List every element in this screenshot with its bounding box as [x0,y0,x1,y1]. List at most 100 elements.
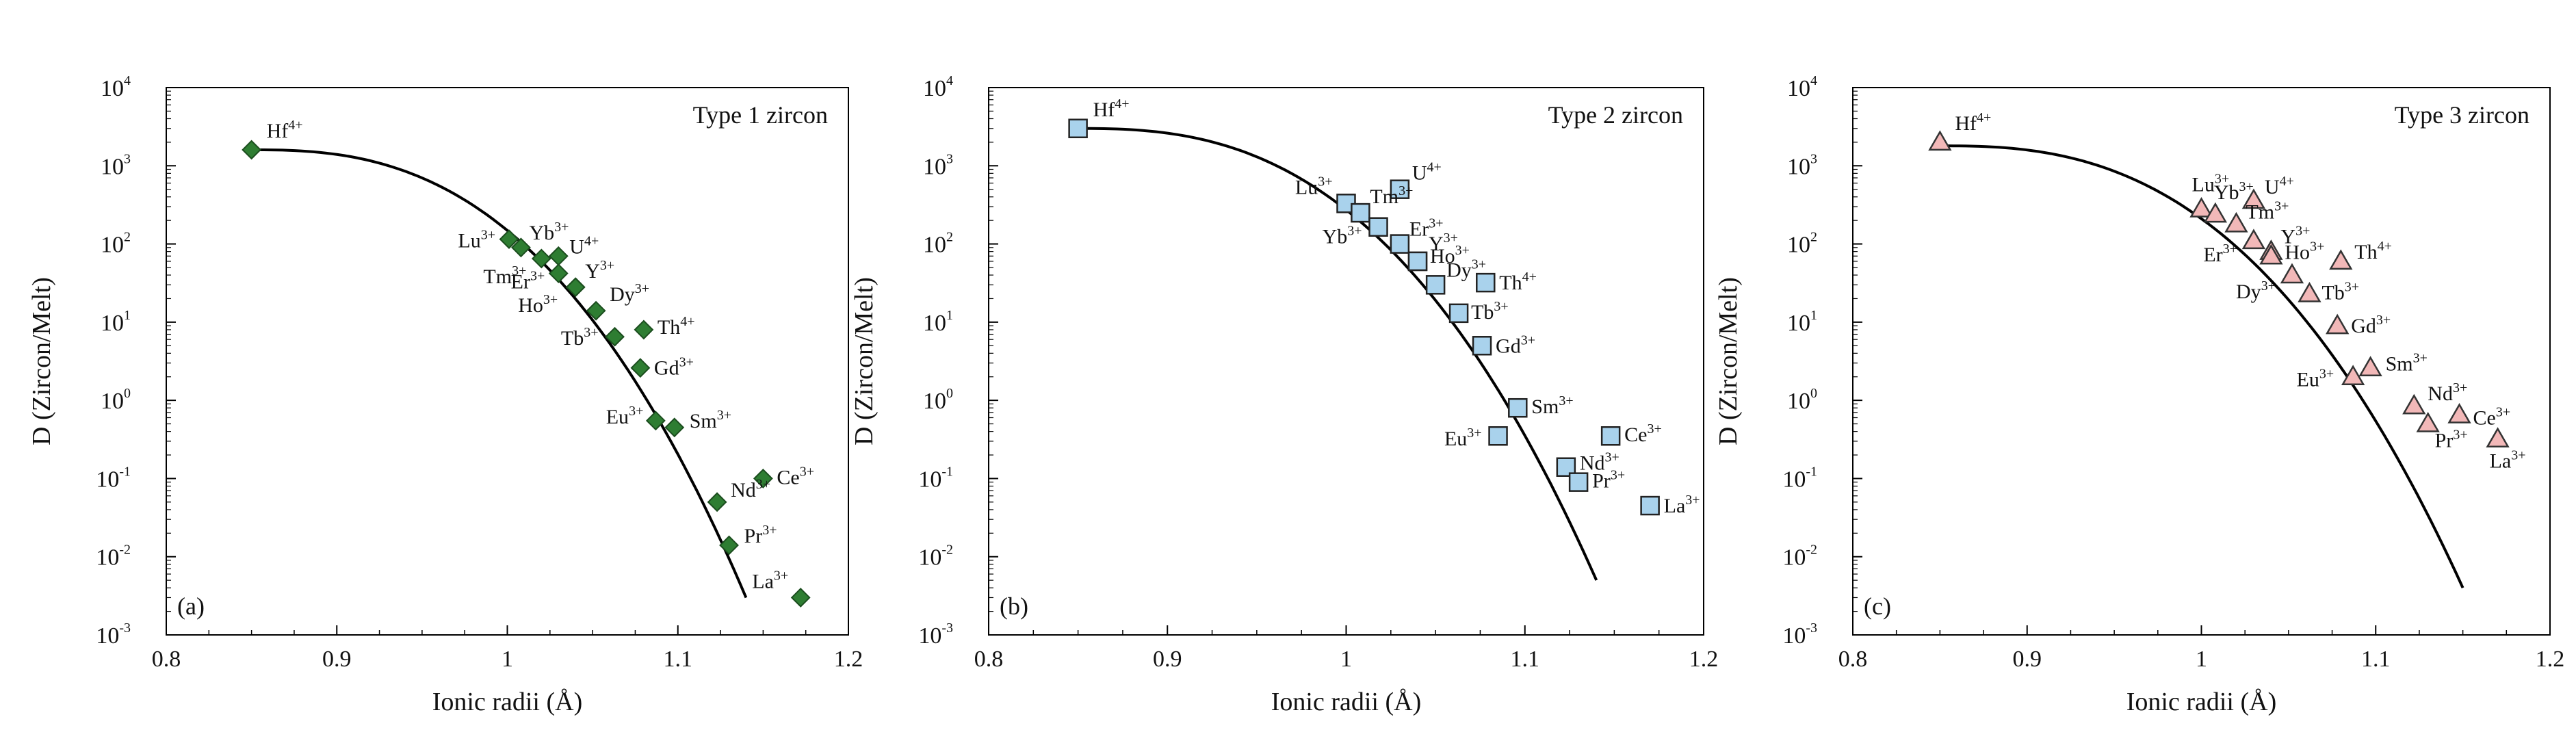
point-label-y: Y3+ [2280,224,2310,248]
x-tick-label: 0.8 [152,647,181,672]
point-label-nd: Nd3+ [1580,450,1619,475]
y-tick-label: 101 [923,308,953,336]
panel-label: (b) [1000,592,1028,620]
x-tick-label: 0.8 [1838,647,1868,672]
point-label-tb: Tb3+ [561,325,599,350]
point-yb [2203,202,2228,223]
y-tick-label: 100 [923,386,953,414]
point-label-dy: Dy3+ [610,281,649,306]
point-label-nd: Nd3+ [731,477,770,501]
point-tm [1351,203,1370,223]
panel-title: Type 3 zircon [2395,101,2529,129]
point-label-ho: Ho3+ [1430,243,1470,268]
x-tick-label: 0.8 [974,647,1004,672]
point-lu [2189,196,2213,218]
point-ho [565,277,586,298]
point-er [548,263,569,284]
point-label-hf: Hf4+ [1955,110,1991,135]
point-label-eu: Eu3+ [2297,367,2334,391]
lattice-strain-curve [251,148,748,599]
y-tick-label: 10-1 [1782,464,1817,492]
point-label-ce: Ce3+ [1624,421,1662,446]
y-tick-label: 103 [923,151,953,179]
y-tick-label: 102 [101,230,131,258]
point-label-la: La3+ [752,568,788,592]
plot-frame [166,87,849,636]
y-tick-label: 101 [101,308,131,336]
point-label-u: U4+ [1412,160,1442,185]
x-tick-label: 0.9 [1153,647,1182,672]
point-label-hf: Hf4+ [1093,96,1130,121]
point-er [2241,229,2266,250]
point-tb [2298,282,2321,302]
x-tick-label: 1 [502,647,513,672]
y-tick-label: 104 [923,73,953,101]
point-hf [1068,118,1088,139]
y-tick-label: 10-2 [918,543,953,571]
point-lu [499,229,519,250]
point-tb [1448,303,1469,324]
point-label-ce: Ce3+ [777,464,814,488]
point-label-u: U4+ [2265,174,2294,198]
x-tick-label: 1.1 [664,647,693,672]
y-axis-title: D (Zircon/Melt) [850,277,879,445]
point-label-tm: Tm3+ [1370,183,1413,208]
y-tick-label: 10-1 [918,464,953,492]
y-tick-label: 10-2 [1782,543,1817,571]
point-sm [1508,397,1528,418]
point-eu [1488,426,1508,446]
x-tick-label: 1.2 [1689,647,1719,672]
point-tm [531,248,551,269]
point-label-yb: Yb3+ [1323,224,1362,248]
point-label-th: Th4+ [2354,239,2392,263]
point-label-ho: Ho3+ [518,292,558,317]
point-ce [753,469,773,488]
point-ce [1600,426,1621,446]
lattice-strain-curve [1940,144,2464,589]
panel-1: 0.8 0.9 1 1.1 1.2 10-3 10-2 10-1 100 101 102 103 104… [27,73,863,716]
point-label-pr: Pr3+ [1592,468,1625,493]
panel-label: (a) [177,592,205,620]
point-pr [2416,412,2440,432]
y-tick-label: 100 [1787,386,1817,414]
point-sm [664,417,685,438]
point-yb [511,237,531,258]
x-axis-title: Ionic radii (Å) [432,688,582,716]
point-label-la: La3+ [2490,448,2526,473]
point-th [634,320,654,340]
point-label-y: Y3+ [1429,231,1458,255]
y-axis-title: D (Zircon/Melt) [27,277,56,445]
point-label-lu: Lu3+ [1295,174,1333,198]
y-tick-label: 10-3 [918,621,953,649]
y-tick-label: 103 [1787,151,1817,179]
y-tick-label: 102 [1787,230,1817,258]
point-gd [1472,336,1492,356]
point-tm [2224,211,2248,233]
y-tick-label: 101 [1787,308,1817,336]
point-label-th: Th4+ [1499,270,1537,294]
point-la [2486,427,2510,447]
point-u [548,246,569,266]
point-label-la: La3+ [1664,493,1700,517]
y-axis-title: D (Zircon/Melt) [1714,277,1743,445]
point-label-y: Y3+ [585,258,614,283]
x-tick-label: 1.2 [834,647,863,672]
point-ho [1407,251,1428,272]
point-ho [2259,244,2283,265]
y-tick-label: 100 [101,386,131,414]
point-label-sm: Sm3+ [2386,351,2428,376]
y-tick-label: 10-2 [96,543,131,571]
point-u [2241,188,2266,209]
x-axis-title: Ionic radii (Å) [2126,688,2276,716]
x-tick-label: 1 [1340,647,1352,672]
point-label-eu: Eu3+ [1444,426,1482,450]
point-label-hf: Hf4+ [267,118,303,142]
y-tick-label: 103 [101,151,131,179]
point-pr [719,535,739,556]
point-label-tb: Tb3+ [2321,280,2359,304]
x-tick-label: 0.9 [2013,647,2042,672]
y-tick-label: 10-1 [96,464,131,492]
x-tick-label: 1.2 [2536,647,2565,672]
